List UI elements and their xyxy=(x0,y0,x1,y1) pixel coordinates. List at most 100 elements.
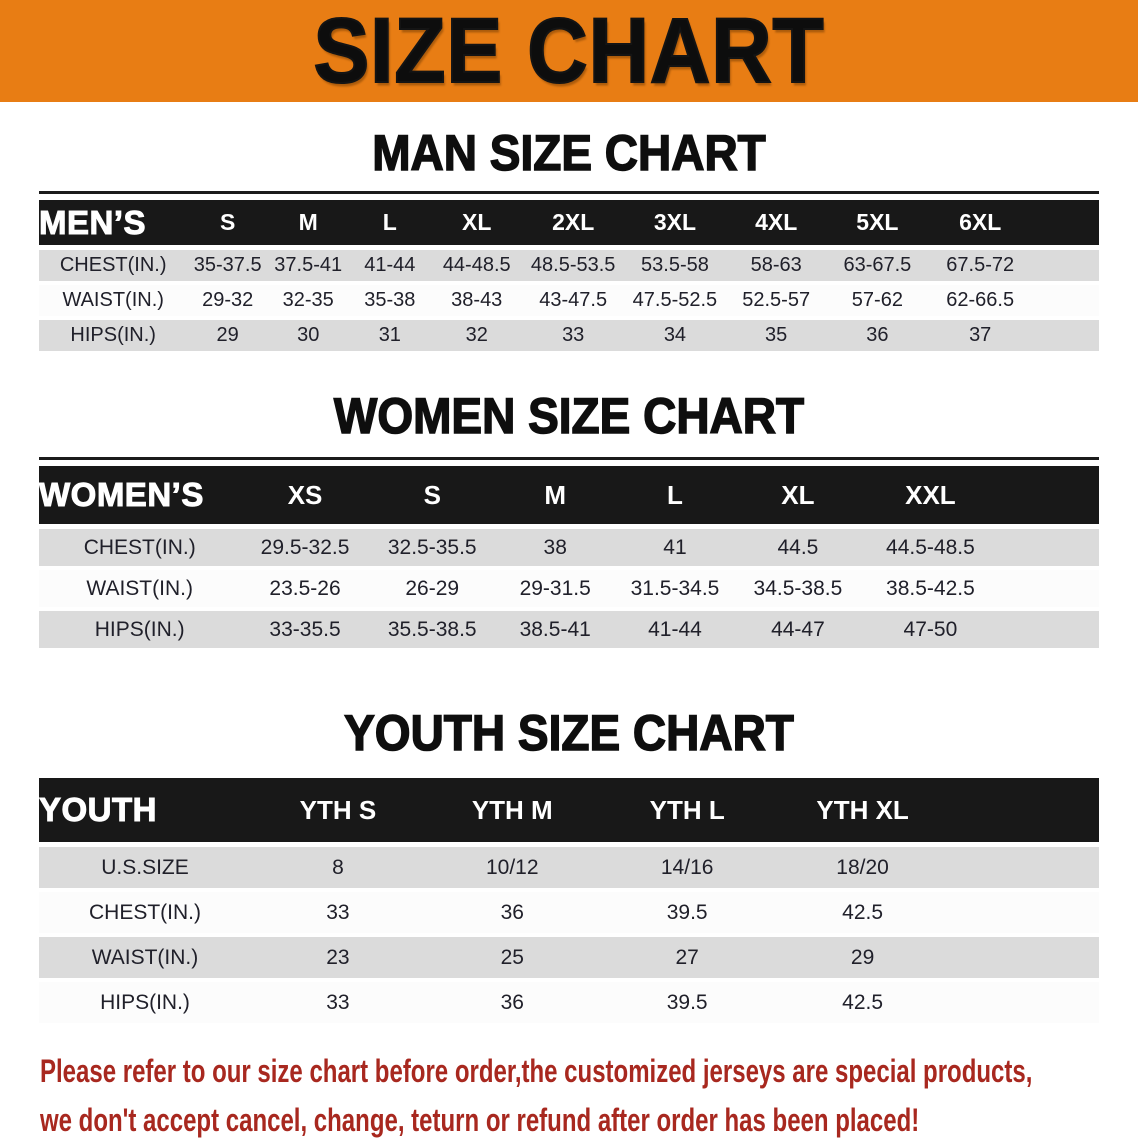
spacer-cell xyxy=(1032,318,1099,355)
men-size-table: MEN’S S M L XL 2XL 3XL 4XL 5XL 6XL CHEST… xyxy=(39,200,1099,355)
men-table-top-border xyxy=(39,191,1099,194)
cell: 33-35.5 xyxy=(240,609,370,652)
cell: 37.5-41 xyxy=(267,247,349,285)
women-size-header-xxl: XXL xyxy=(861,466,1000,529)
men-chest-row: CHEST(IN.) 35-37.5 37.5-41 41-44 44-48.5… xyxy=(39,247,1099,285)
cell: 44.5 xyxy=(734,526,862,570)
men-size-header-6xl: 6XL xyxy=(928,200,1033,250)
cell: 38-43 xyxy=(431,283,523,320)
cell: 44-47 xyxy=(734,609,862,652)
row-label: WAIST(IN.) xyxy=(39,935,251,982)
cell: 29 xyxy=(187,318,268,355)
youth-size-table: YOUTH YTH S YTH M YTH L YTH XL U.S.SIZE … xyxy=(39,778,1099,1027)
cell: 33 xyxy=(522,318,625,355)
cell: 29.5-32.5 xyxy=(240,526,370,570)
women-waist-row: WAIST(IN.) 23.5-26 26-29 29-31.5 31.5-34… xyxy=(39,568,1099,611)
cell: 29-32 xyxy=(187,283,268,320)
cell: 44-48.5 xyxy=(431,247,523,285)
women-size-header-l: L xyxy=(615,466,735,529)
cell: 32 xyxy=(431,318,523,355)
cell: 57-62 xyxy=(826,283,929,320)
spacer-cell xyxy=(999,526,1099,570)
youth-ussize-row: U.S.SIZE 8 10/12 14/16 18/20 xyxy=(39,844,1099,892)
cell: 27 xyxy=(599,935,775,982)
men-size-header-m: M xyxy=(267,200,349,250)
cell: 25 xyxy=(424,935,600,982)
women-table-header-row: WOMEN’S XS S M L XL XXL xyxy=(39,466,1099,529)
men-section-heading: MAN SIZE CHART xyxy=(0,124,1138,182)
cell: 34 xyxy=(624,318,726,355)
women-hips-row: HIPS(IN.) 33-35.5 35.5-38.5 38.5-41 41-4… xyxy=(39,609,1099,652)
disclaimer-line-2: we don't accept cancel, change, teturn o… xyxy=(40,1102,920,1138)
youth-header-spacer xyxy=(950,778,1099,847)
cell: 38.5-42.5 xyxy=(861,568,1000,611)
cell: 67.5-72 xyxy=(928,247,1033,285)
spacer-cell xyxy=(950,980,1099,1027)
cell: 39.5 xyxy=(599,890,775,937)
women-table-label: WOMEN’S xyxy=(39,466,241,529)
youth-table-header-row: YOUTH YTH S YTH M YTH L YTH XL xyxy=(39,778,1099,847)
women-size-header-xs: XS xyxy=(240,466,370,529)
cell: 37 xyxy=(928,318,1033,355)
men-size-header-5xl: 5XL xyxy=(826,200,929,250)
cell: 43-47.5 xyxy=(522,283,625,320)
spacer-cell xyxy=(1032,283,1099,320)
cell: 8 xyxy=(251,844,425,892)
cell: 52.5-57 xyxy=(725,283,827,320)
row-label: CHEST(IN.) xyxy=(39,526,241,570)
cell: 26-29 xyxy=(369,568,495,611)
cell: 53.5-58 xyxy=(624,247,726,285)
cell: 63-67.5 xyxy=(826,247,929,285)
men-size-header-s: S xyxy=(187,200,268,250)
cell: 30 xyxy=(267,318,349,355)
spacer-cell xyxy=(1032,247,1099,285)
cell: 58-63 xyxy=(725,247,827,285)
cell: 48.5-53.5 xyxy=(522,247,625,285)
women-size-header-s: S xyxy=(369,466,495,529)
cell: 35 xyxy=(725,318,827,355)
cell: 18/20 xyxy=(774,844,951,892)
cell: 29-31.5 xyxy=(494,568,616,611)
cell: 32-35 xyxy=(267,283,349,320)
youth-chest-row: CHEST(IN.) 33 36 39.5 42.5 xyxy=(39,890,1099,937)
men-waist-row: WAIST(IN.) 29-32 32-35 35-38 38-43 43-47… xyxy=(39,283,1099,320)
cell: 41-44 xyxy=(348,247,432,285)
cell: 36 xyxy=(424,890,600,937)
women-size-table: WOMEN’S XS S M L XL XXL CHEST(IN.) 29.5-… xyxy=(39,466,1099,652)
spacer-cell xyxy=(950,844,1099,892)
row-label: WAIST(IN.) xyxy=(39,568,241,611)
men-size-header-2xl: 2XL xyxy=(522,200,625,250)
women-section-heading: WOMEN SIZE CHART xyxy=(0,387,1138,445)
row-label: HIPS(IN.) xyxy=(39,318,188,355)
youth-hips-row: HIPS(IN.) 33 36 39.5 42.5 xyxy=(39,980,1099,1027)
cell: 38 xyxy=(494,526,616,570)
spacer-cell xyxy=(950,890,1099,937)
women-section-heading-text: WOMEN SIZE CHART xyxy=(333,387,805,445)
spacer-cell xyxy=(950,935,1099,982)
cell: 36 xyxy=(424,980,600,1027)
youth-size-header-s: YTH S xyxy=(251,778,425,847)
cell: 34.5-38.5 xyxy=(734,568,862,611)
row-label: CHEST(IN.) xyxy=(39,890,251,937)
men-size-header-3xl: 3XL xyxy=(624,200,726,250)
men-table-label: MEN’S xyxy=(39,200,188,250)
youth-section-heading: YOUTH SIZE CHART xyxy=(0,704,1138,762)
cell: 23.5-26 xyxy=(240,568,370,611)
cell: 36 xyxy=(826,318,929,355)
row-label: U.S.SIZE xyxy=(39,844,251,892)
cell: 39.5 xyxy=(599,980,775,1027)
size-chart-banner: SIZE CHART xyxy=(0,0,1138,103)
cell: 47-50 xyxy=(861,609,1000,652)
banner-title: SIZE CHART xyxy=(313,0,825,103)
row-label: WAIST(IN.) xyxy=(39,283,188,320)
women-size-header-xl: XL xyxy=(734,466,862,529)
youth-size-header-xl: YTH XL xyxy=(774,778,951,847)
men-section-heading-text: MAN SIZE CHART xyxy=(372,124,767,182)
men-hips-row: HIPS(IN.) 29 30 31 32 33 34 35 36 37 xyxy=(39,318,1099,355)
row-label: CHEST(IN.) xyxy=(39,247,188,285)
cell: 33 xyxy=(251,890,425,937)
spacer-cell xyxy=(999,568,1099,611)
cell: 41 xyxy=(615,526,735,570)
cell: 42.5 xyxy=(774,890,951,937)
men-header-spacer xyxy=(1032,200,1099,250)
